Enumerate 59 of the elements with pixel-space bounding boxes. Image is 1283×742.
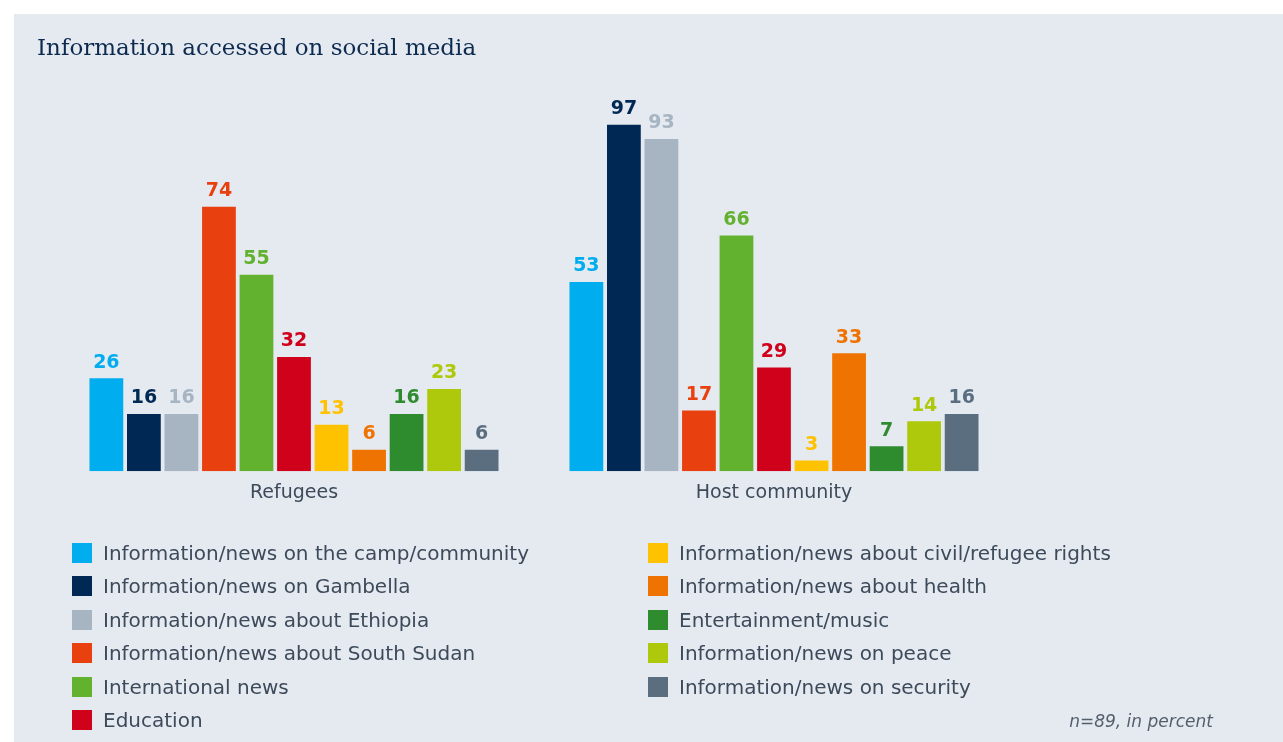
x-tick-label: Host community [695,479,853,502]
data-label: 6 [362,421,376,444]
bar [944,414,979,472]
bar [869,446,904,472]
data-label: 74 [205,178,233,201]
data-label: 26 [93,349,120,372]
bar [464,449,499,472]
bar [127,414,161,472]
bar [89,378,124,472]
bar [832,353,866,472]
data-label: 32 [280,328,308,351]
data-label: 3 [804,431,819,454]
legend-label: Information/news on peace [679,641,952,666]
data-label: 17 [685,381,713,404]
data-label: 33 [835,324,863,347]
bar [682,410,716,472]
bar [164,414,199,472]
bar [202,206,236,472]
bar [314,424,349,472]
bar [719,235,754,472]
data-label: 16 [393,385,420,408]
data-label: 6 [475,421,489,444]
chart-title: Information accessed on social media [37,34,477,60]
data-label: 13 [318,396,345,419]
bar [427,389,461,472]
bar [352,449,386,472]
data-label: 23 [430,360,458,383]
bar [907,421,941,472]
x-tick-label: Refugees [249,479,339,502]
bar [277,356,311,472]
legend-label: Information/news about Ethiopia [103,607,430,632]
legend-label: Information/news on security [679,674,971,699]
legend-label: Entertainment/music [679,607,890,632]
legend-label: International news [103,674,289,699]
legend-label: Information/news on the camp/community [103,540,530,565]
legend-label: Education [103,708,203,733]
bar [389,414,424,472]
data-label: 7 [879,417,894,440]
bar [239,274,274,472]
data-label: 53 [573,253,600,276]
data-label: 97 [610,96,638,119]
data-label: 14 [910,392,938,415]
data-label: 16 [948,385,975,408]
bar [757,367,791,472]
bar [607,124,641,472]
data-label: 16 [168,385,195,408]
legend-label: Information/news about South Sudan [103,641,476,666]
text: n=89, in percent [1069,711,1213,731]
data-label: 66 [723,206,750,229]
data-label: 29 [760,339,788,362]
legend-label: Information/news on Gambella [103,574,411,599]
legend-label: Information/news about health [679,574,987,599]
bar [569,281,604,472]
data-label: 16 [130,385,158,408]
data-label: 55 [243,246,270,269]
legend-label: Information/news about civil/refugee rights [679,540,1111,565]
bar [644,139,679,472]
bar [794,460,829,472]
data-label: 93 [648,110,675,133]
